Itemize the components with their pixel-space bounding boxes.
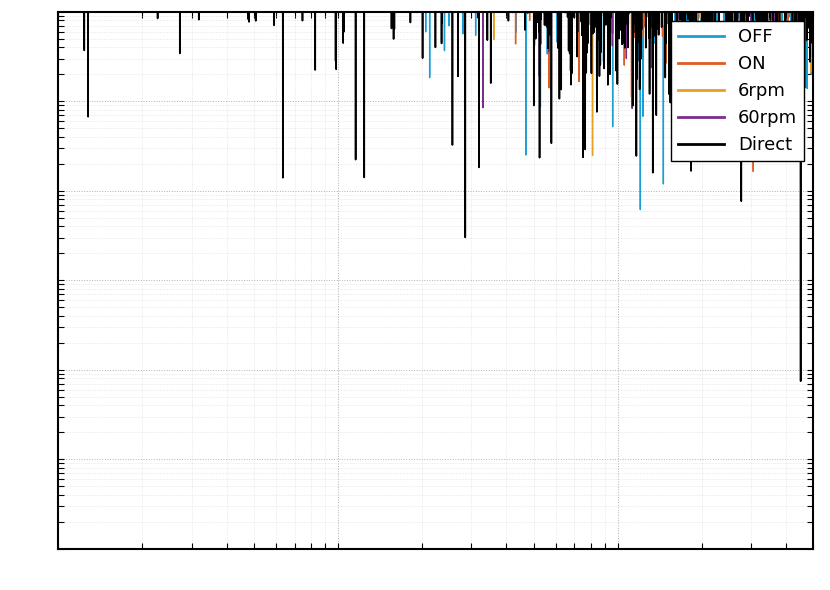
Legend: OFF, ON, 6rpm, 60rpm, Direct: OFF, ON, 6rpm, 60rpm, Direct xyxy=(671,21,804,162)
Line: 60rpm: 60rpm xyxy=(58,0,813,109)
6rpm xyxy=(588,152,598,159)
Line: ON: ON xyxy=(58,0,813,172)
60rpm xyxy=(627,105,637,112)
Line: 6rpm: 6rpm xyxy=(58,0,813,156)
Direct xyxy=(796,378,806,385)
ON xyxy=(749,168,759,175)
Line: OFF: OFF xyxy=(58,0,813,209)
Line: Direct: Direct xyxy=(58,0,813,381)
OFF xyxy=(635,206,645,213)
